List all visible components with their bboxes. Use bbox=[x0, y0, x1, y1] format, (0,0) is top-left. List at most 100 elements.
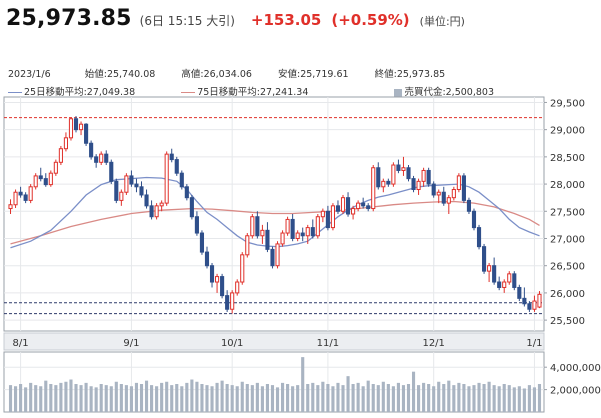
candle-body bbox=[94, 156, 99, 163]
volume-bar bbox=[170, 385, 174, 412]
ma75-legend-swatch bbox=[181, 92, 196, 93]
candle-body bbox=[517, 286, 522, 299]
volume-tick-label: 4,000,000 bbox=[550, 363, 601, 374]
date-tick-label: 11/1 bbox=[317, 338, 339, 349]
date-tick-label: 8/1 bbox=[13, 338, 29, 349]
volume-bar bbox=[306, 384, 310, 412]
volume-bar bbox=[240, 381, 244, 412]
candle-body bbox=[466, 199, 472, 212]
candle-body bbox=[220, 276, 225, 297]
candle-body bbox=[109, 161, 114, 182]
candle-body bbox=[285, 218, 290, 234]
volume-bar bbox=[235, 386, 239, 412]
volume-label: 売買代金: bbox=[404, 87, 446, 98]
chart-axes: 29,500 29,000 28,500 28,000 27,500 27,000 26,5… bbox=[13, 98, 601, 396]
candle-body bbox=[471, 210, 477, 229]
volume-bar bbox=[54, 385, 58, 412]
volume-bar bbox=[270, 385, 275, 412]
candle-body bbox=[426, 169, 431, 185]
chart-grid bbox=[3, 96, 545, 413]
volume-bar bbox=[119, 384, 123, 412]
candle-body bbox=[361, 202, 366, 207]
high-value: 26,034.06 bbox=[203, 69, 252, 80]
ma75-line bbox=[10, 200, 540, 245]
candle-body bbox=[184, 186, 189, 199]
candle-body bbox=[335, 205, 341, 212]
legend-row: 25日移動平均:27,049.38 75日移動平均:27,241.34 売買代金… bbox=[8, 84, 494, 98]
volume-bar bbox=[275, 387, 280, 412]
candle-body bbox=[139, 186, 144, 196]
volume-bar bbox=[517, 386, 521, 412]
volume-tick-label: 2,000,000 bbox=[550, 386, 601, 397]
volume-bar bbox=[250, 385, 254, 412]
candle-body bbox=[99, 153, 104, 163]
candle-body bbox=[411, 178, 416, 191]
volume-bars bbox=[8, 357, 542, 412]
candle-body bbox=[461, 175, 466, 201]
volume-bar bbox=[437, 381, 441, 412]
volume-bar bbox=[84, 382, 88, 412]
candle-body bbox=[174, 159, 179, 174]
volume-bar bbox=[175, 384, 179, 412]
volume-bar bbox=[301, 357, 305, 412]
volume-bar bbox=[442, 384, 446, 412]
volume-bar bbox=[180, 386, 184, 412]
candle-body bbox=[270, 248, 275, 267]
price-tick-label: 27,500 bbox=[550, 207, 585, 218]
volume-bar bbox=[341, 385, 345, 412]
volume-bar bbox=[321, 381, 325, 412]
volume-bar bbox=[432, 386, 436, 412]
candle-body bbox=[406, 167, 411, 180]
price-panel-frame bbox=[3, 96, 545, 332]
volume-bar bbox=[205, 385, 209, 412]
candle-body bbox=[497, 281, 502, 288]
volume-bar bbox=[492, 385, 496, 412]
volume-bar bbox=[286, 384, 290, 412]
candle-body bbox=[164, 153, 169, 204]
volume-bar bbox=[311, 382, 315, 412]
volume-bar bbox=[200, 384, 204, 412]
candle-body bbox=[53, 161, 58, 174]
volume-bar bbox=[195, 381, 199, 412]
volume-bar bbox=[502, 384, 506, 412]
volume-bar bbox=[316, 385, 320, 412]
volume-bar bbox=[260, 386, 264, 412]
candle-body bbox=[537, 293, 542, 308]
candle-body bbox=[356, 202, 361, 210]
volume-bar bbox=[396, 382, 400, 412]
volume-value: 2,500,803 bbox=[445, 87, 494, 98]
ma25-label: 25日移動平均: bbox=[24, 87, 87, 98]
price-tick-label: 25,500 bbox=[550, 316, 585, 327]
candle-body bbox=[43, 178, 48, 186]
quote-time: (6日 15:15 大引) bbox=[139, 14, 235, 28]
candle-body bbox=[396, 164, 401, 171]
price-tick-label: 26,000 bbox=[550, 289, 585, 300]
volume-bar bbox=[19, 384, 23, 412]
price-change-percent: (+0.59%) bbox=[331, 11, 410, 29]
candle-body bbox=[114, 180, 119, 201]
candle-body bbox=[507, 273, 512, 283]
volume-bar bbox=[185, 382, 189, 412]
candle-body bbox=[33, 175, 38, 188]
volume-bar bbox=[13, 386, 18, 412]
volume-bar bbox=[89, 386, 93, 412]
low-value: 25,719.61 bbox=[300, 69, 349, 80]
price-tick-label: 27,000 bbox=[550, 234, 585, 245]
volume-bar bbox=[351, 384, 355, 412]
volume-bar bbox=[139, 384, 144, 412]
volume-bar bbox=[462, 384, 466, 412]
open-label: 始値: bbox=[84, 69, 107, 80]
ma25-line bbox=[10, 176, 540, 249]
volume-bar bbox=[160, 382, 164, 412]
volume-bar bbox=[326, 384, 330, 412]
volume-bar bbox=[422, 382, 426, 412]
candle-body bbox=[401, 167, 406, 171]
volume-bar bbox=[371, 384, 375, 412]
close-value: 25,973.85 bbox=[396, 69, 446, 80]
volume-bar bbox=[59, 382, 63, 412]
candle-body bbox=[119, 191, 124, 201]
candles bbox=[8, 116, 542, 314]
open-value: 25,740.08 bbox=[106, 69, 156, 80]
ohlc-info-row: 2023/1/6 始値:25,740.08 高値:26,034.06 安値:25… bbox=[8, 66, 445, 80]
